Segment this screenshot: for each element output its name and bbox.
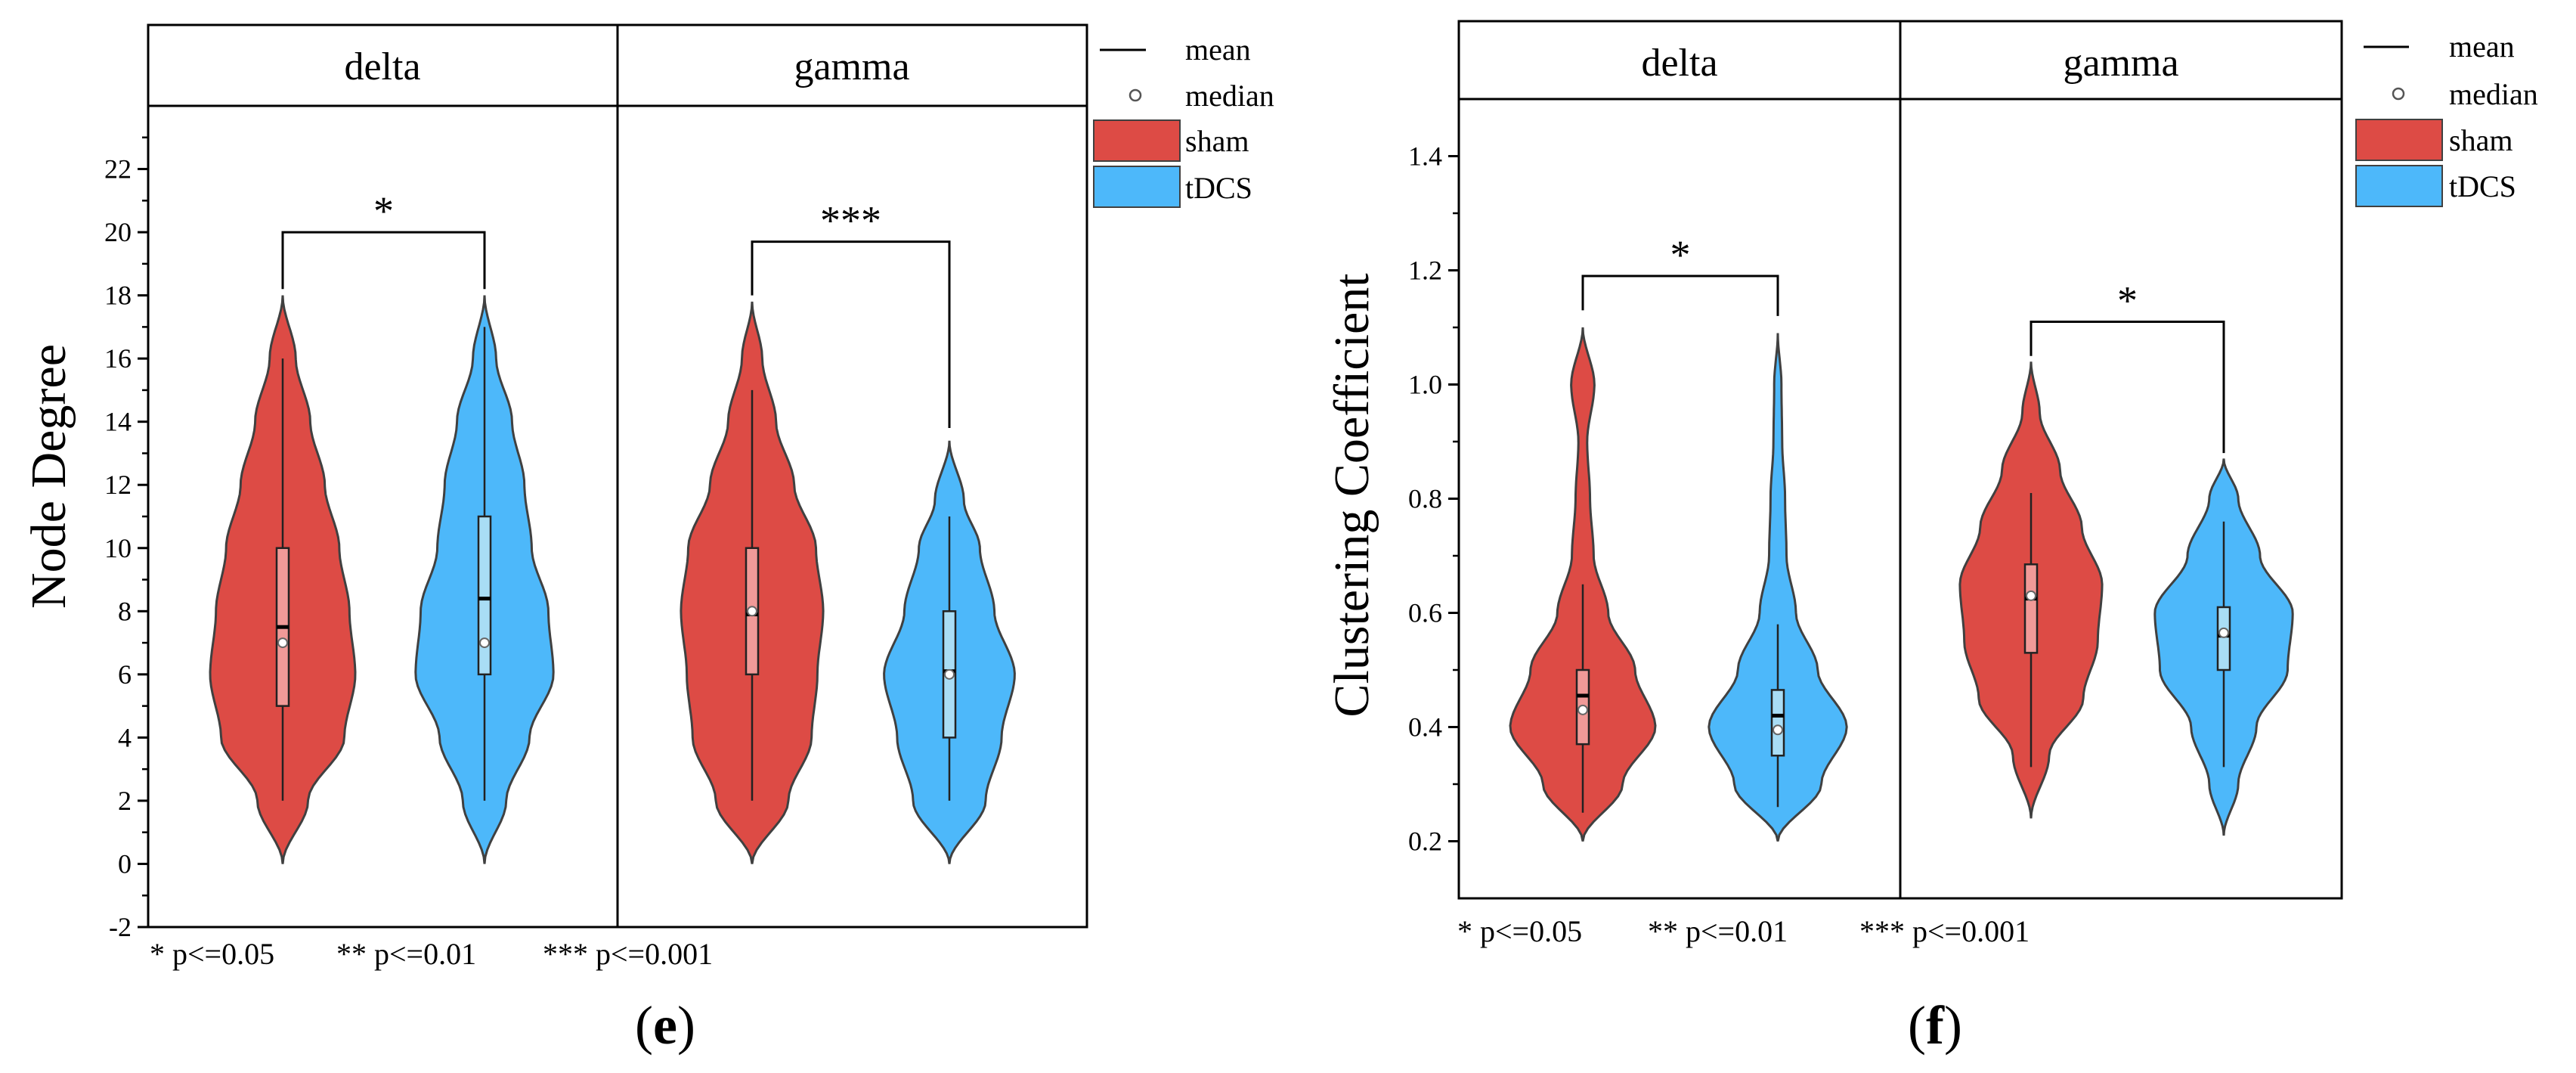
panel-label-delta: delta [1641, 42, 1717, 85]
y-axis-label: Node Degree [21, 344, 76, 609]
significance-brackets: * *** [281, 188, 951, 429]
y-axis: -2 0 2 4 6 8 10 12 14 16 18 20 22 [104, 136, 148, 942]
legend-median-label: median [1185, 79, 1274, 113]
note-p001: ** p<=0.01 [336, 937, 476, 971]
subfigure-caption: (f) [1908, 995, 1962, 1056]
violin-gamma-tDCS [2153, 458, 2294, 836]
median-marker [747, 606, 757, 617]
panel-label-delta: delta [344, 45, 420, 88]
y-axis: 0.2 0.4 0.6 0.8 1.0 1.2 1.4 [1408, 141, 1459, 857]
violin-gamma-tDCS [883, 440, 1016, 864]
legend-tdcs-label: tDCS [1185, 171, 1252, 205]
significance-bracket [1581, 274, 1779, 316]
legend: mean median sham tDCS [1093, 33, 1274, 208]
significance-bracket [751, 240, 951, 429]
note-p005: * p<=0.05 [1457, 914, 1582, 948]
legend-median-label: median [2449, 77, 2538, 111]
median-marker [944, 668, 955, 680]
y-tick-label: 16 [104, 343, 132, 374]
legend-mean-label: mean [2449, 29, 2515, 64]
significance-brackets: * * [1581, 232, 2225, 454]
significance-marker-delta: * [1670, 232, 1691, 278]
subfigure-caption: (e) [635, 995, 695, 1056]
y-tick-label: 20 [104, 217, 132, 247]
legend-sham-swatch [1093, 119, 1181, 162]
box [1770, 689, 1785, 757]
legend-median-swatch [2392, 87, 2405, 101]
violin-delta-tDCS [1708, 333, 1848, 842]
y-axis-label: Clustering Coefficient [1324, 273, 1379, 717]
violin-gamma-sham [1958, 361, 2104, 819]
legend-mean-label: mean [1185, 33, 1251, 67]
legend-median-swatch [1129, 88, 1142, 102]
y-tick-label: 18 [104, 281, 132, 311]
violin-delta-tDCS [414, 295, 555, 864]
y-tick-label: 6 [118, 659, 132, 690]
y-tick-label: 0.4 [1408, 712, 1442, 743]
box [2023, 563, 2039, 654]
y-tick-label: 1.0 [1408, 370, 1442, 400]
median-marker [2026, 590, 2036, 601]
significance-marker-gamma: *** [820, 198, 881, 243]
y-tick-label: 0.2 [1408, 826, 1442, 857]
note-p001: ** p<=0.01 [1648, 914, 1788, 948]
significance-marker-gamma: * [2117, 278, 2138, 323]
y-tick-label: 14 [104, 407, 132, 437]
legend: mean median sham tDCS [2355, 29, 2538, 207]
median-marker [277, 637, 288, 649]
violins [1509, 327, 2294, 842]
box [477, 515, 492, 676]
note-p005: * p<=0.05 [150, 937, 274, 971]
note-p0001: *** p<=0.001 [1859, 914, 2030, 948]
legend-sham-label: sham [1185, 124, 1249, 158]
median-marker [1773, 724, 1783, 736]
violin-body [1708, 333, 1848, 842]
legend-tdcs-label: tDCS [2449, 169, 2516, 203]
y-tick-label: 0 [118, 848, 132, 879]
panel-label-gamma: gamma [2063, 42, 2178, 85]
y-tick-label: 12 [104, 470, 132, 500]
y-tick-label: 0.6 [1408, 598, 1442, 628]
note-p0001: *** p<=0.001 [543, 937, 713, 971]
violin-gamma-sham [680, 301, 825, 864]
y-tick-label: 10 [104, 533, 132, 563]
panel-label-gamma: gamma [794, 45, 909, 88]
y-tick-label: 2 [118, 786, 132, 816]
y-tick-label: 1.2 [1408, 256, 1442, 286]
legend-sham-swatch [2355, 119, 2443, 161]
legend-tdcs-swatch [1093, 166, 1181, 208]
median-marker [2218, 627, 2229, 638]
significance-bracket [281, 231, 486, 290]
y-tick-label: 22 [104, 154, 132, 185]
y-tick-label: 1.4 [1408, 141, 1442, 172]
median-marker [479, 637, 490, 649]
violin-delta-sham [1509, 327, 1657, 842]
y-tick-label: 4 [118, 722, 132, 752]
y-tick-label: -2 [109, 912, 132, 942]
box [2216, 606, 2231, 671]
chart-node-degree: delta gamma -2 0 2 4 6 8 10 12 14 16 18 20 22 * *** … [21, 23, 1274, 1056]
violins [209, 295, 1016, 864]
y-tick-label: 0.8 [1408, 484, 1442, 514]
legend-tdcs-swatch [2355, 165, 2443, 207]
violin-delta-sham [209, 295, 357, 864]
legend-sham-label: sham [2449, 123, 2513, 157]
significance-marker-delta: * [373, 188, 394, 234]
significance-bracket [2030, 320, 2225, 454]
y-tick-label: 8 [118, 596, 132, 626]
median-marker [1577, 704, 1588, 715]
chart-clustering-coefficient: delta gamma 0.2 0.4 0.6 0.8 1.0 1.2 1.4 * * Cl… [1324, 20, 2538, 1056]
